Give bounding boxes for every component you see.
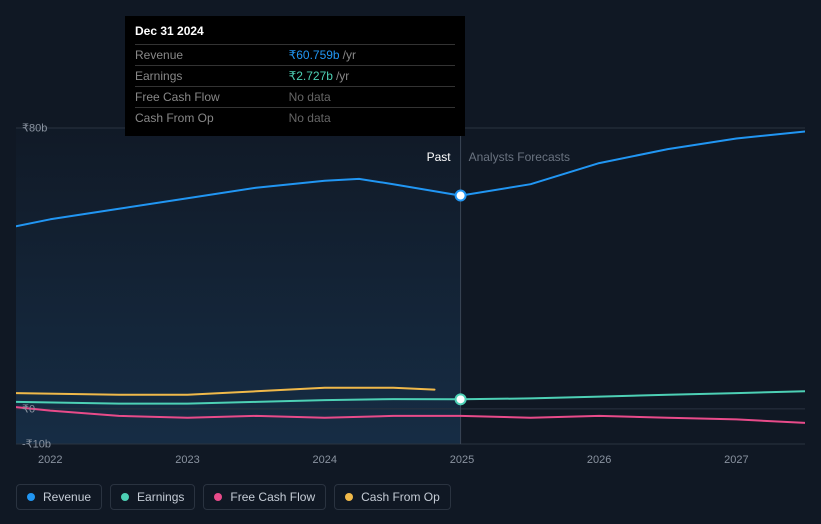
tooltip-row-label: Free Cash Flow — [135, 90, 289, 104]
x-axis-label: 2022 — [38, 454, 62, 466]
legend-label: Free Cash Flow — [230, 490, 315, 504]
legend: Revenue Earnings Free Cash Flow Cash From O… — [16, 484, 451, 510]
y-axis-label: ₹80b — [22, 122, 47, 135]
revenue-marker — [456, 191, 466, 201]
legend-label: Revenue — [43, 490, 91, 504]
x-axis-label: 2025 — [450, 454, 474, 466]
legend-swatch — [121, 493, 129, 501]
tooltip-row: Cash From OpNo data — [135, 107, 455, 128]
legend-label: Cash From Op — [361, 490, 440, 504]
tooltip-row-nodata: No data — [289, 90, 331, 104]
legend-item-earnings[interactable]: Earnings — [110, 484, 195, 510]
x-axis-label: 2026 — [587, 454, 611, 466]
past-gradient — [16, 128, 461, 444]
tooltip-row-label: Cash From Op — [135, 111, 289, 125]
tooltip-row-label: Revenue — [135, 48, 289, 62]
legend-swatch — [214, 493, 222, 501]
legend-item-free-cash-flow[interactable]: Free Cash Flow — [203, 484, 326, 510]
tooltip-row-label: Earnings — [135, 69, 289, 83]
legend-swatch — [345, 493, 353, 501]
y-axis-label: ₹0 — [22, 402, 35, 415]
tooltip-row: Revenue₹60.759b/yr — [135, 44, 455, 65]
x-axis-label: 2027 — [724, 454, 748, 466]
tooltip-date: Dec 31 2024 — [135, 24, 455, 44]
legend-item-cash-from-op[interactable]: Cash From Op — [334, 484, 451, 510]
tooltip-row-value: ₹60.759b/yr — [289, 48, 356, 62]
x-axis-label: 2024 — [312, 454, 336, 466]
y-axis-label: -₹10b — [22, 438, 51, 451]
earnings-marker — [456, 394, 466, 404]
legend-item-revenue[interactable]: Revenue — [16, 484, 102, 510]
forecast-label: Analysts Forecasts — [469, 150, 570, 164]
legend-label: Earnings — [137, 490, 184, 504]
x-axis-label: 2023 — [175, 454, 199, 466]
tooltip-row-nodata: No data — [289, 111, 331, 125]
legend-swatch — [27, 493, 35, 501]
tooltip-row: Free Cash FlowNo data — [135, 86, 455, 107]
tooltip-row: Earnings₹2.727b/yr — [135, 65, 455, 86]
past-label: Past — [427, 150, 451, 164]
tooltip: Dec 31 2024 Revenue₹60.759b/yrEarnings₹2… — [125, 16, 465, 136]
tooltip-row-value: ₹2.727b/yr — [289, 69, 350, 83]
